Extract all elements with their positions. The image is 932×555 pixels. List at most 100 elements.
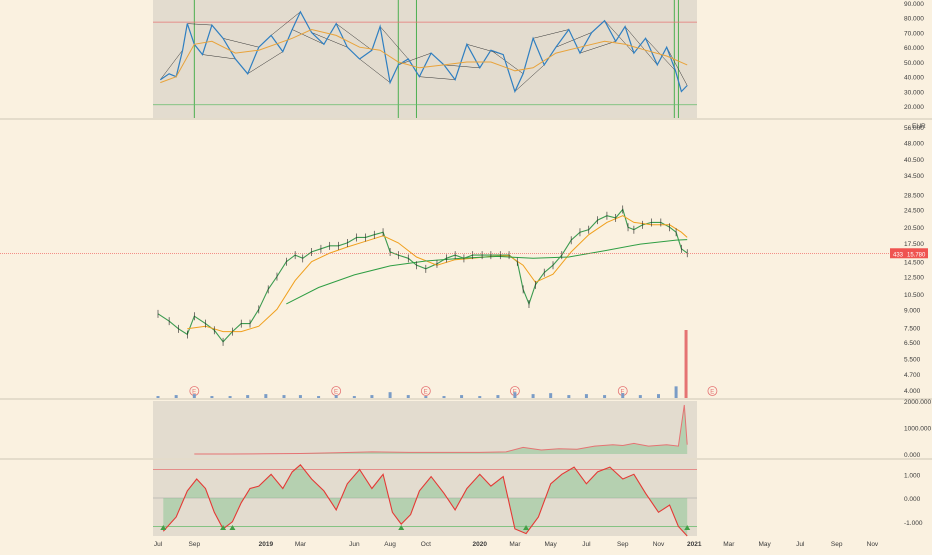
- top-web-line-48: [666, 47, 688, 86]
- top-web-line-32: [490, 49, 524, 74]
- earnings-marker-label-2: E: [424, 390, 428, 396]
- volume-bar: [352, 396, 356, 398]
- volume-bar: [684, 330, 688, 398]
- top-web-line-4: [187, 23, 212, 26]
- volume-bar: [210, 396, 214, 398]
- x-axis-tick-9: May: [545, 541, 558, 548]
- volume-bar: [282, 395, 286, 398]
- x-axis-tick-15: May: [758, 541, 771, 548]
- currency-label: EUR: [912, 123, 926, 130]
- volume-bar: [549, 393, 553, 398]
- top-web-line-40: [579, 41, 616, 54]
- volume-bar: [174, 395, 178, 398]
- volume-bar: [638, 395, 642, 398]
- volume-bar: [388, 392, 392, 398]
- volume-bar: [298, 395, 302, 398]
- earnings-marker-5: [707, 386, 718, 396]
- indicator-2-tick-2: -1.000: [904, 520, 923, 527]
- top-web-line-42: [604, 20, 635, 54]
- volume-bar: [478, 396, 482, 398]
- volume-bar: [621, 393, 625, 398]
- x-axis-tick-11: Sep: [617, 541, 629, 548]
- volume-bar: [264, 394, 268, 398]
- x-axis-tick-13: 2021: [687, 541, 702, 548]
- volume-bar: [657, 394, 661, 398]
- volume-bar: [246, 395, 250, 398]
- price-tick-6: 20.500: [904, 225, 924, 232]
- top-tick-6: 30.000: [904, 89, 924, 96]
- top-web-line-12: [270, 11, 301, 36]
- price-tick-2: 40.500: [904, 157, 924, 164]
- price-tick-8: 14.500: [904, 260, 924, 267]
- volume-bar: [531, 394, 535, 398]
- last-price-value: 15.780: [907, 252, 926, 258]
- x-axis-tick-2: 2019: [259, 541, 274, 548]
- price-tick-7: 17.500: [904, 241, 924, 248]
- indicator-1-tick-0: 2000.000: [904, 399, 931, 406]
- indicator-2-tick-1: 0.000: [904, 496, 921, 503]
- indicator-1-panel: [153, 401, 697, 458]
- top-series-line-1: [160, 28, 688, 84]
- price-series-line-1: [187, 215, 688, 333]
- top-web-line-16: [311, 32, 348, 48]
- indicator-1-line: [194, 404, 688, 455]
- volume-bar: [460, 395, 464, 398]
- indicator-2-signal-4: [523, 525, 530, 530]
- top-tick-3: 60.000: [904, 45, 924, 52]
- price-tick-5: 24.500: [904, 207, 924, 214]
- earnings-marker-label-5: E: [710, 390, 714, 396]
- x-axis-tick-18: Nov: [867, 541, 879, 548]
- volume-bar: [317, 396, 321, 398]
- indicator-2-signal-3: [398, 525, 405, 530]
- top-web-line-44: [624, 26, 658, 66]
- price-tick-0: 56.000: [904, 125, 924, 132]
- volume-bar: [406, 395, 410, 398]
- top-web-line-14: [292, 29, 324, 45]
- price-series-line-0: [157, 208, 688, 343]
- indicator-2-signal-1: [220, 525, 227, 530]
- price-tick-10: 10.500: [904, 292, 924, 299]
- x-axis-tick-16: Jul: [796, 541, 805, 548]
- indicator-2-line: [162, 464, 688, 537]
- top-web-line-20: [359, 58, 391, 83]
- volume-bar: [424, 396, 428, 398]
- volume-bar: [496, 395, 500, 398]
- indicator-2-signal-5: [684, 525, 691, 530]
- volume-bar: [370, 395, 374, 398]
- x-axis-tick-5: Aug: [384, 541, 396, 548]
- top-tick-0: 90.000: [904, 1, 924, 8]
- earnings-marker-2: [420, 386, 431, 396]
- indicator-2-signal-2: [229, 525, 236, 530]
- x-axis-tick-4: Jun: [349, 541, 360, 548]
- top-tick-1: 80.000: [904, 16, 924, 23]
- indicator-1-tick-2: 0.000: [904, 452, 921, 459]
- price-tick-11: 9.000: [904, 307, 921, 314]
- top-tick-2: 70.000: [904, 30, 924, 37]
- top-web-line-18: [336, 23, 373, 51]
- last-price-tag: [890, 248, 928, 259]
- price-tick-16: 4.000: [904, 388, 921, 395]
- x-axis-tick-7: 2020: [473, 541, 488, 548]
- top-web-line-36: [533, 29, 569, 39]
- price-tick-9: 12.500: [904, 275, 924, 282]
- indicator-2-area: [163, 464, 688, 536]
- indicator-1-tick-1: 1000.000: [904, 426, 931, 433]
- volume-bar: [674, 386, 678, 398]
- indicator-1-area: [194, 405, 688, 454]
- top-series-line-0: [159, 10, 688, 94]
- indicator-2-signal-0: [160, 525, 167, 530]
- top-web-line-0: [160, 49, 183, 80]
- price-series-line-2: [286, 239, 688, 305]
- x-axis-tick-6: Oct: [421, 541, 431, 548]
- earnings-marker-label-1: E: [334, 390, 338, 396]
- volume-bar: [584, 394, 588, 398]
- top-web-line-10: [247, 51, 283, 74]
- top-tick-5: 40.000: [904, 75, 924, 82]
- price-tick-15: 4.700: [904, 372, 921, 379]
- x-axis-tick-3: Mar: [295, 541, 307, 548]
- price-tick-4: 28.500: [904, 192, 924, 199]
- volume-bar: [334, 395, 338, 398]
- volume-bar: [567, 395, 571, 398]
- price-tick-14: 5.500: [904, 356, 921, 363]
